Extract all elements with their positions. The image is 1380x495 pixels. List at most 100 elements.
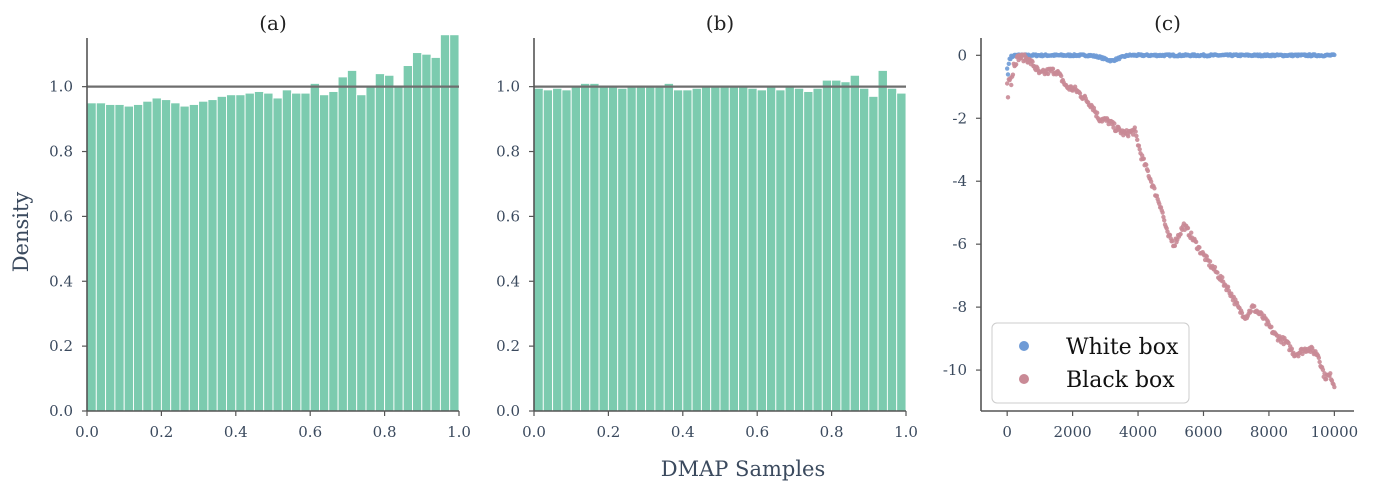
histogram-bar — [319, 94, 330, 412]
y-tick-label: 0.0 — [496, 402, 520, 420]
histogram-bar — [105, 104, 116, 412]
data-point — [1050, 66, 1056, 71]
histogram-bar — [738, 86, 749, 412]
histogram-bar — [198, 100, 209, 412]
x-tick-label: 0.0 — [522, 423, 546, 441]
histogram-bar — [179, 105, 190, 412]
legend-entry: White box — [1066, 335, 1179, 360]
data-point — [1135, 137, 1140, 143]
panel-c: 0 2000 4000 6000 8000 10000 0 -2 -4 -6 -8 -10 (c) Whi… — [943, 11, 1358, 441]
histogram-bar — [244, 92, 255, 412]
histogram-bar — [793, 87, 805, 412]
panel-title: (a) — [259, 11, 287, 35]
histogram-bar — [449, 34, 460, 412]
histogram-bar — [831, 79, 842, 412]
histogram-bar — [421, 53, 432, 412]
data-point — [1185, 225, 1191, 231]
data-point — [1148, 179, 1154, 184]
data-point — [1160, 210, 1165, 215]
histogram-bar — [170, 102, 181, 412]
data-point — [1013, 62, 1019, 67]
y-tick-label: 0.6 — [49, 207, 73, 225]
histogram-bar — [328, 91, 339, 412]
histogram-bar — [309, 82, 320, 412]
histogram-bar — [561, 89, 572, 412]
data-point — [1157, 201, 1162, 207]
legend-frame — [991, 322, 1190, 404]
data-point — [1111, 125, 1116, 130]
histogram-bar — [570, 86, 581, 412]
data-point — [1005, 95, 1011, 100]
histogram-bar — [589, 82, 600, 412]
data-point — [1316, 355, 1322, 361]
data-point — [1145, 168, 1151, 174]
histogram-bar — [86, 102, 97, 412]
data-point — [1193, 239, 1199, 245]
data-point — [1328, 371, 1333, 376]
y-tick-label: 0.4 — [496, 272, 520, 290]
histogram-bar — [580, 82, 591, 412]
data-point — [1220, 275, 1225, 280]
histogram-bar — [645, 86, 656, 412]
histogram-bar — [235, 94, 246, 412]
histogram-bar — [291, 92, 302, 412]
x-tick-label: 0.8 — [373, 423, 397, 441]
y-tick-label: 0.8 — [49, 143, 73, 161]
histogram-bar — [607, 86, 619, 412]
y-tick-label: 0.2 — [496, 337, 520, 355]
x-tick-label: 1.0 — [447, 423, 471, 441]
histogram-bar — [552, 87, 563, 412]
histogram-bar — [430, 57, 441, 412]
data-point — [1178, 231, 1183, 237]
data-point — [1006, 61, 1012, 67]
panel-title: (b) — [706, 11, 734, 35]
histogram-bar — [821, 79, 833, 412]
data-point — [1136, 143, 1142, 148]
y-tick-label: 0.4 — [49, 272, 73, 290]
y-tick-label: -6 — [952, 235, 967, 253]
histogram-bar — [803, 91, 814, 412]
histogram-bar — [775, 89, 786, 412]
histogram-bar — [784, 84, 795, 412]
data-point — [1215, 270, 1220, 275]
y-tick-label: 0.2 — [49, 337, 73, 355]
series-black-box — [1004, 52, 1337, 390]
histogram-bar — [868, 95, 879, 412]
data-point — [1189, 230, 1194, 235]
data-point — [1152, 186, 1157, 191]
data-point — [1225, 284, 1231, 290]
histogram-bar — [542, 89, 554, 412]
x-tick-label: 0 — [1002, 423, 1012, 441]
histogram-bar — [673, 89, 684, 412]
histogram-bar — [710, 86, 721, 412]
legend-entry: Black box — [1066, 368, 1175, 393]
data-point — [1141, 156, 1146, 161]
histogram-bar — [617, 87, 628, 412]
x-tick-label: 0.6 — [745, 423, 769, 441]
x-tick-label: 6000 — [1184, 423, 1222, 441]
histogram-bar — [840, 81, 851, 412]
legend: White box Black box — [991, 322, 1190, 404]
histogram-bar — [114, 104, 125, 412]
histogram-bar — [374, 73, 386, 412]
y-tick-label: -4 — [952, 172, 967, 190]
data-point — [1126, 134, 1131, 139]
histogram-bar — [598, 84, 609, 412]
data-point — [1112, 121, 1117, 126]
data-point — [1058, 73, 1064, 79]
histogram-bar — [663, 82, 674, 412]
data-point — [1320, 367, 1326, 372]
histogram-bar — [756, 89, 767, 412]
histogram-bar — [719, 84, 730, 412]
data-point — [1332, 52, 1337, 58]
x-tick-label: 0.6 — [298, 423, 322, 441]
y-tick-label: 1.0 — [49, 78, 73, 96]
x-tick-label: 0.4 — [671, 423, 695, 441]
histogram-bar — [700, 86, 712, 412]
legend-marker — [1019, 374, 1029, 384]
data-point — [1010, 72, 1016, 77]
y-tick-label: 0.8 — [496, 143, 520, 161]
y-tick-label: -2 — [952, 109, 967, 127]
data-point — [1162, 218, 1167, 223]
